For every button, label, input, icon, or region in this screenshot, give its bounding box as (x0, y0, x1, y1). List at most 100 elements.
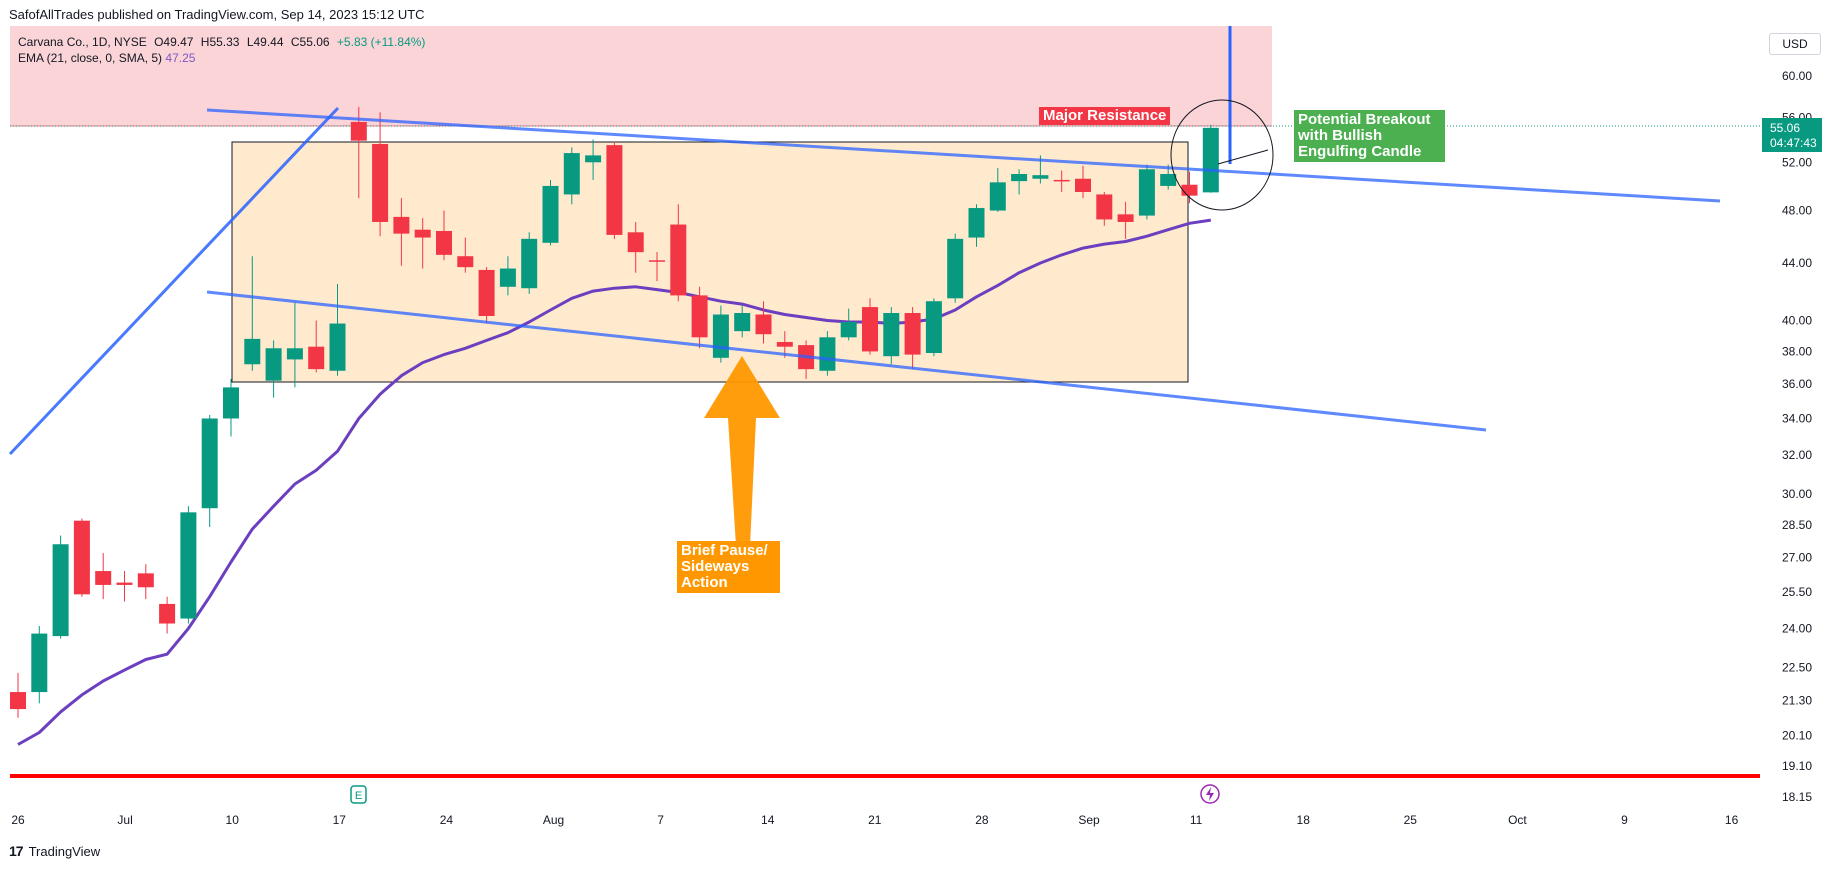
range-box[interactable] (231, 141, 1189, 383)
candle (862, 298, 878, 355)
candle (1202, 124, 1219, 193)
candle-body (585, 155, 602, 163)
candle (52, 535, 69, 639)
low-value: L49.44 (246, 35, 284, 49)
candle (1075, 165, 1091, 199)
candle-body (159, 603, 176, 624)
breakout-callout-line (1217, 149, 1269, 165)
candle (521, 232, 538, 294)
date-tick-label: 16 (1725, 813, 1739, 827)
candle (393, 198, 410, 266)
pause-label[interactable]: Brief Pause/ Sideways Action (677, 541, 780, 593)
candle (947, 233, 964, 303)
price-tick-label: 30.00 (1782, 487, 1812, 501)
breakout-circle[interactable] (1170, 99, 1274, 211)
candle-body (862, 307, 878, 352)
time-axis[interactable]: 26 Jul 10 17 24 Aug 7 14 21 28 Sep 11 18 25 Oct 9 16 (11, 813, 1738, 827)
price-tick-label: 20.10 (1782, 728, 1812, 742)
candle-body (819, 337, 836, 371)
candle-body (989, 182, 1006, 211)
change-value: +5.83 (+11.84%) (336, 35, 426, 49)
candle-body (1096, 194, 1113, 220)
candle (31, 626, 48, 704)
channel-lower-trendline (206, 290, 1487, 432)
close-value: C55.06 (290, 35, 330, 49)
candle (308, 320, 325, 373)
tradingview-logo[interactable]: 17 TradingView (9, 843, 100, 859)
candle-body (649, 260, 665, 262)
price-tick-label: 18.15 (1782, 790, 1812, 804)
candle (670, 204, 687, 302)
candle-body (691, 295, 708, 338)
candle-body (350, 121, 367, 141)
earnings-icon: E (355, 790, 362, 802)
price-tick-label: 22.50 (1782, 660, 1812, 674)
candle-body (308, 346, 325, 370)
candle-body (478, 269, 495, 316)
date-tick-label: 18 (1297, 813, 1311, 827)
earnings-event[interactable]: E (350, 785, 367, 804)
price-tick-label: 60.00 (1782, 69, 1812, 83)
candle-body (286, 348, 303, 360)
price-tick-label: 52.00 (1782, 155, 1812, 169)
ema-path (17, 218, 1212, 746)
split-event[interactable] (1200, 784, 1220, 804)
ema-label: EMA (21, close, 0, SMA, 5) (18, 51, 163, 65)
candle (1011, 169, 1028, 195)
candle (457, 237, 474, 273)
candle (649, 252, 665, 282)
date-tick-label: 21 (868, 813, 882, 827)
date-tick-label: 14 (761, 813, 775, 827)
trendlines[interactable] (8, 26, 1760, 778)
candlesticks (10, 106, 1219, 718)
price-tick-label: 28.50 (1782, 518, 1812, 532)
publish-info: SafofAllTrades published on TradingView.… (9, 7, 425, 22)
date-tick-label: 11 (1190, 813, 1203, 827)
candle (10, 672, 26, 718)
candle-body (1181, 184, 1198, 196)
date-tick-label: Jul (117, 813, 132, 827)
candle (968, 204, 985, 247)
price-tick-label: 25.50 (1782, 585, 1812, 599)
candle-body (840, 322, 857, 338)
rising-trendline (8, 106, 340, 456)
date-tick-label: Aug (543, 813, 564, 827)
candle (1117, 201, 1134, 239)
candle-body (31, 633, 48, 693)
chart-legend: Carvana Co., 1D, NYSE O49.47 H55.33 L49.… (18, 34, 429, 66)
breakout-label[interactable]: Potential Breakout with Bullish Engulfin… (1294, 110, 1445, 162)
candle-body (95, 571, 112, 585)
currency-button[interactable]: USD (1769, 33, 1821, 55)
date-tick-label: 25 (1404, 813, 1418, 827)
candle-body (1032, 175, 1049, 179)
date-tick-label: 10 (226, 813, 240, 827)
price-tick-label: 44.00 (1782, 256, 1812, 270)
candle (137, 564, 154, 600)
date-tick-label: 26 (11, 813, 25, 827)
date-tick-label: Sep (1078, 813, 1100, 827)
candle (499, 256, 516, 296)
candle (819, 331, 836, 376)
channel-upper-trendline (206, 108, 1721, 203)
candle (1096, 192, 1113, 226)
candle-body (542, 185, 559, 243)
candle-body (223, 387, 239, 419)
candle-body (436, 231, 452, 255)
candle-body (776, 341, 793, 347)
candle-body (372, 144, 389, 222)
candle (542, 179, 559, 246)
candle-body (1202, 127, 1219, 193)
open-value: O49.47 (154, 35, 194, 49)
date-tick-label: 17 (333, 813, 347, 827)
candle-body (521, 238, 538, 289)
price-axis[interactable]: 18.15 19.10 20.10 21.30 22.50 24.00 25.50 27.00… (1782, 69, 1812, 804)
candle (755, 301, 772, 344)
candle-body (1160, 174, 1177, 186)
pause-arrow[interactable] (704, 356, 780, 546)
major-resistance-label[interactable]: Major Resistance (1039, 107, 1171, 125)
candle-body (73, 520, 90, 595)
date-tick-label: 7 (657, 813, 664, 827)
candle-body (755, 314, 772, 335)
candle-body (1075, 178, 1091, 193)
